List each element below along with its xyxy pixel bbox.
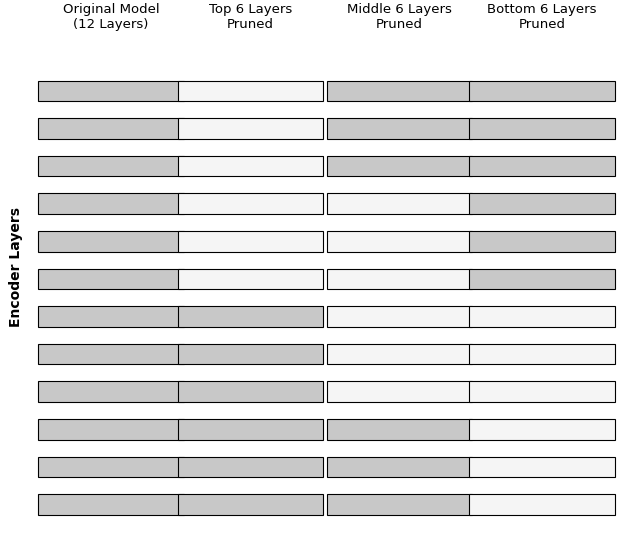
FancyBboxPatch shape [469, 306, 615, 327]
FancyBboxPatch shape [38, 306, 184, 327]
FancyBboxPatch shape [469, 381, 615, 402]
FancyBboxPatch shape [469, 269, 615, 289]
FancyBboxPatch shape [469, 193, 615, 214]
FancyBboxPatch shape [178, 193, 323, 214]
FancyBboxPatch shape [178, 344, 323, 364]
FancyBboxPatch shape [327, 231, 472, 252]
FancyBboxPatch shape [178, 156, 323, 176]
Text: Top 6 Layers
Pruned: Top 6 Layers Pruned [209, 3, 292, 30]
FancyBboxPatch shape [469, 494, 615, 515]
FancyBboxPatch shape [469, 81, 615, 101]
Text: Bottom 6 Layers
Pruned: Bottom 6 Layers Pruned [488, 3, 597, 30]
FancyBboxPatch shape [327, 344, 472, 364]
FancyBboxPatch shape [469, 419, 615, 439]
FancyBboxPatch shape [469, 156, 615, 176]
FancyBboxPatch shape [178, 381, 323, 402]
FancyBboxPatch shape [327, 156, 472, 176]
FancyBboxPatch shape [327, 269, 472, 289]
FancyBboxPatch shape [38, 269, 184, 289]
FancyBboxPatch shape [178, 494, 323, 515]
FancyBboxPatch shape [38, 419, 184, 439]
FancyBboxPatch shape [327, 457, 472, 477]
FancyBboxPatch shape [38, 193, 184, 214]
FancyBboxPatch shape [38, 344, 184, 364]
FancyBboxPatch shape [469, 344, 615, 364]
Text: Encoder Layers: Encoder Layers [9, 207, 23, 327]
FancyBboxPatch shape [38, 457, 184, 477]
FancyBboxPatch shape [178, 269, 323, 289]
FancyBboxPatch shape [38, 118, 184, 139]
FancyBboxPatch shape [327, 381, 472, 402]
FancyBboxPatch shape [38, 381, 184, 402]
FancyBboxPatch shape [469, 457, 615, 477]
Text: Middle 6 Layers
Pruned: Middle 6 Layers Pruned [347, 3, 452, 30]
FancyBboxPatch shape [38, 494, 184, 515]
Text: Original Model
(12 Layers): Original Model (12 Layers) [63, 3, 159, 30]
FancyBboxPatch shape [327, 419, 472, 439]
FancyBboxPatch shape [178, 306, 323, 327]
FancyBboxPatch shape [469, 231, 615, 252]
FancyBboxPatch shape [178, 118, 323, 139]
FancyBboxPatch shape [327, 193, 472, 214]
FancyBboxPatch shape [38, 81, 184, 101]
FancyBboxPatch shape [38, 231, 184, 252]
FancyBboxPatch shape [327, 81, 472, 101]
FancyBboxPatch shape [178, 457, 323, 477]
FancyBboxPatch shape [178, 231, 323, 252]
FancyBboxPatch shape [327, 306, 472, 327]
FancyBboxPatch shape [178, 419, 323, 439]
FancyBboxPatch shape [469, 118, 615, 139]
FancyBboxPatch shape [327, 118, 472, 139]
FancyBboxPatch shape [178, 81, 323, 101]
FancyBboxPatch shape [327, 494, 472, 515]
FancyBboxPatch shape [38, 156, 184, 176]
